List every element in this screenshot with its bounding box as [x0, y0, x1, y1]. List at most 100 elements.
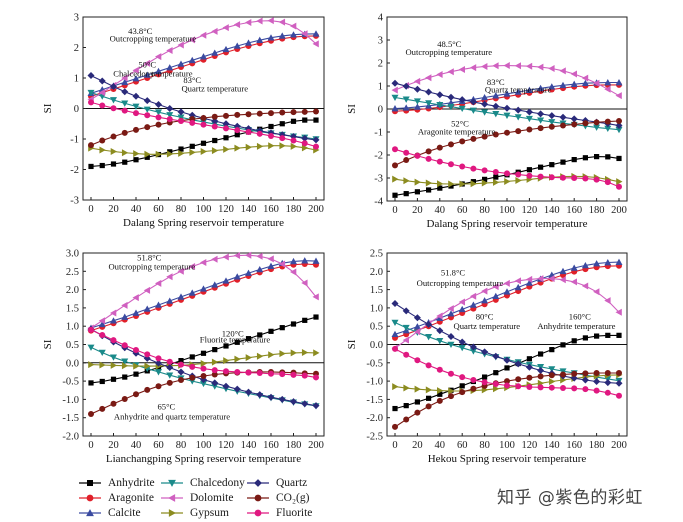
- data-point: [99, 162, 105, 169]
- data-point: [470, 377, 477, 384]
- data-point: [233, 252, 241, 260]
- data-point: [167, 149, 173, 155]
- data-point: [481, 109, 489, 116]
- data-point: [414, 178, 421, 186]
- data-point: [245, 388, 252, 396]
- data-point: [245, 354, 252, 362]
- data-point: [604, 370, 611, 377]
- x-tick-label: 60: [457, 440, 468, 451]
- data-point: [581, 261, 589, 269]
- data-point: [256, 110, 263, 117]
- data-point: [481, 348, 489, 356]
- data-point: [245, 336, 252, 342]
- x-tick-label: 180: [286, 204, 302, 215]
- data-point: [482, 176, 488, 182]
- data-point: [301, 349, 309, 357]
- data-point: [537, 275, 544, 283]
- annotation-label: 52°C: [451, 118, 469, 128]
- data-point: [121, 149, 129, 157]
- legend-item: Gypsum: [160, 506, 229, 520]
- x-tick-label: 100: [196, 440, 212, 451]
- data-point: [447, 68, 454, 76]
- data-point: [570, 278, 577, 286]
- data-point: [302, 317, 308, 323]
- series-aragonite: [88, 260, 319, 334]
- data-point: [211, 367, 218, 374]
- data-point: [99, 102, 106, 109]
- data-point: [110, 376, 117, 382]
- legend-swatch: [79, 480, 101, 486]
- data-point: [223, 125, 229, 132]
- annotation-label: 83°C: [487, 77, 505, 87]
- data-point: [391, 86, 398, 94]
- data-point: [392, 383, 399, 391]
- data-point: [166, 273, 173, 281]
- legend-swatch-marker: [168, 509, 176, 517]
- data-point: [143, 286, 151, 294]
- legend-label: Chalcedony: [190, 477, 245, 489]
- data-point: [155, 101, 162, 109]
- data-point: [593, 377, 601, 385]
- data-point: [188, 263, 196, 271]
- data-point: [616, 370, 622, 377]
- data-point: [615, 79, 623, 86]
- data-point: [110, 105, 117, 112]
- y-axis-label: SI: [346, 104, 358, 114]
- data-point: [458, 105, 466, 113]
- legend-swatch: [247, 494, 269, 502]
- y-tick-label: 1.5: [370, 285, 383, 296]
- data-point: [581, 74, 589, 82]
- data-point: [559, 276, 566, 284]
- x-tick-label: 140: [241, 440, 257, 451]
- data-point: [425, 362, 432, 369]
- annotation-label: Quartz temperature: [181, 84, 248, 94]
- data-point: [121, 100, 129, 107]
- data-point: [178, 361, 184, 368]
- data-point: [492, 62, 499, 70]
- data-point: [166, 64, 174, 71]
- data-point: [133, 110, 139, 117]
- data-point: [121, 107, 128, 114]
- data-point: [436, 102, 444, 109]
- data-point: [200, 350, 207, 356]
- data-point: [503, 62, 510, 70]
- legend-swatch: [161, 494, 183, 502]
- legend-label: Fluorite: [276, 507, 313, 519]
- data-point: [469, 107, 477, 114]
- data-point: [425, 88, 433, 96]
- data-point: [492, 292, 500, 299]
- data-point: [177, 368, 185, 376]
- data-point: [447, 103, 455, 111]
- data-point: [166, 112, 174, 119]
- data-point: [290, 398, 297, 406]
- y-tick-label: -1.5: [62, 413, 79, 424]
- data-point: [245, 269, 252, 276]
- legend-swatch-marker: [254, 494, 262, 502]
- data-point: [313, 349, 320, 357]
- data-point: [515, 383, 522, 390]
- data-point: [132, 103, 140, 110]
- data-point: [200, 380, 207, 388]
- data-point: [256, 130, 263, 137]
- x-tick-label: 200: [308, 440, 324, 451]
- data-point: [503, 288, 511, 295]
- data-point: [570, 374, 578, 382]
- data-point: [223, 343, 229, 349]
- data-point: [413, 314, 421, 322]
- x-tick-label: 200: [611, 440, 627, 451]
- data-point: [121, 313, 129, 320]
- data-point: [177, 267, 184, 275]
- data-point: [121, 362, 129, 370]
- data-point: [110, 309, 117, 317]
- data-point: [234, 111, 241, 118]
- data-point: [166, 150, 174, 158]
- data-point: [222, 45, 230, 53]
- annotation-label: Quartz temperature: [454, 321, 521, 331]
- data-point: [312, 402, 320, 410]
- x-tick-label: 80: [479, 440, 490, 451]
- data-point: [616, 155, 622, 162]
- data-point: [604, 379, 612, 387]
- data-point: [514, 62, 521, 70]
- data-point: [110, 133, 117, 140]
- data-point: [178, 377, 184, 384]
